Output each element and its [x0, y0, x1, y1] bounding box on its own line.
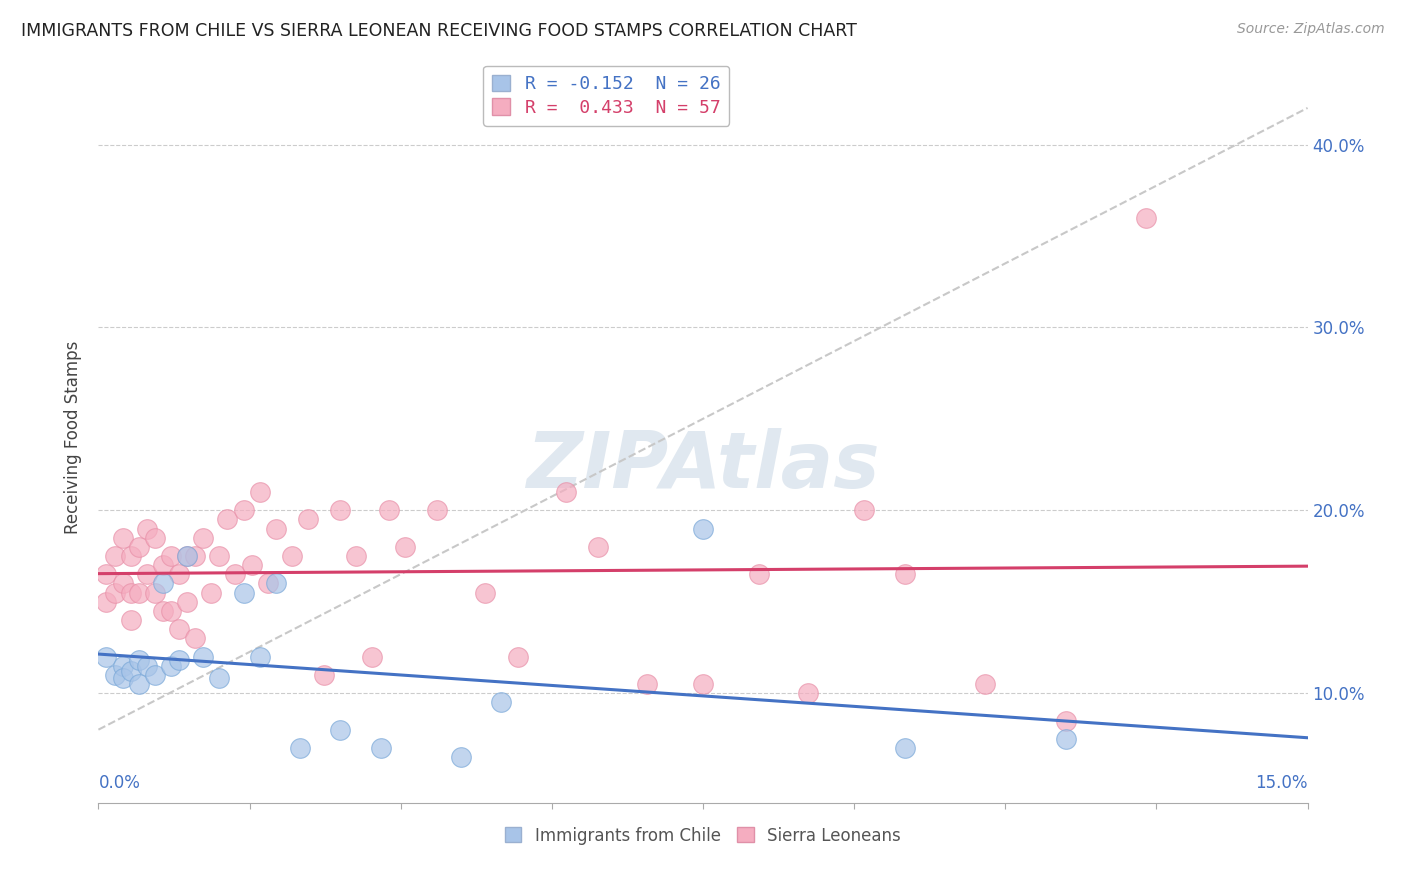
Point [184, 549, 207, 563]
Point [96, 594, 118, 608]
Point [297, 512, 319, 526]
Point [103, 585, 125, 599]
Text: ZIPAtlas: ZIPAtlas [526, 428, 880, 504]
Point [426, 503, 449, 517]
Point [160, 549, 183, 563]
Point [224, 567, 246, 582]
Point [394, 540, 416, 554]
Point [974, 677, 997, 691]
Point [232, 503, 254, 517]
Point [120, 585, 142, 599]
Point [474, 585, 496, 599]
Point [344, 549, 367, 563]
Point [361, 649, 384, 664]
Point [893, 740, 915, 755]
Point [281, 549, 304, 563]
Point [1135, 211, 1157, 225]
Point [506, 649, 529, 664]
Point [193, 531, 215, 545]
Point [377, 503, 399, 517]
Point [256, 576, 278, 591]
Point [120, 613, 142, 627]
Point [160, 658, 183, 673]
Point [748, 567, 770, 582]
Point [491, 695, 513, 709]
Point [143, 667, 166, 681]
Point [128, 677, 150, 691]
Point [249, 485, 271, 500]
Point [128, 653, 150, 667]
Point [893, 567, 915, 582]
Point [152, 604, 174, 618]
Point [264, 576, 287, 591]
Point [176, 549, 198, 563]
Point [111, 672, 134, 686]
Point [853, 503, 876, 517]
Point [249, 649, 271, 664]
Point [692, 677, 714, 691]
Point [135, 521, 157, 535]
Point [176, 549, 198, 563]
Point [1054, 731, 1077, 746]
Y-axis label: Receiving Food Stamps: Receiving Food Stamps [65, 341, 83, 533]
Point [232, 585, 254, 599]
Point [167, 567, 190, 582]
Point [96, 567, 118, 582]
Text: 0.0%: 0.0% [98, 773, 141, 791]
Point [96, 649, 118, 664]
Point [120, 549, 142, 563]
Point [370, 740, 392, 755]
Point [120, 664, 142, 678]
Point [152, 576, 174, 591]
Point [167, 653, 190, 667]
Point [135, 567, 157, 582]
Point [329, 723, 352, 737]
Point [111, 576, 134, 591]
Point [450, 750, 472, 764]
Point [111, 658, 134, 673]
Point [200, 585, 222, 599]
Legend: Immigrants from Chile, Sierra Leoneans: Immigrants from Chile, Sierra Leoneans [496, 818, 910, 853]
Point [288, 740, 311, 755]
Point [193, 649, 215, 664]
Text: 15.0%: 15.0% [1256, 773, 1308, 791]
Point [184, 632, 207, 646]
Point [314, 667, 336, 681]
Point [128, 585, 150, 599]
Point [135, 658, 157, 673]
Point [111, 531, 134, 545]
Point [264, 521, 287, 535]
Text: Source: ZipAtlas.com: Source: ZipAtlas.com [1237, 22, 1385, 37]
Point [586, 540, 609, 554]
Point [329, 503, 352, 517]
Point [208, 549, 231, 563]
Point [692, 521, 714, 535]
Point [240, 558, 263, 573]
Point [797, 686, 820, 700]
Point [1054, 714, 1077, 728]
Point [103, 667, 125, 681]
Point [143, 531, 166, 545]
Point [208, 672, 231, 686]
Point [636, 677, 658, 691]
Point [176, 594, 198, 608]
Point [167, 622, 190, 636]
Point [143, 585, 166, 599]
Text: IMMIGRANTS FROM CHILE VS SIERRA LEONEAN RECEIVING FOOD STAMPS CORRELATION CHART: IMMIGRANTS FROM CHILE VS SIERRA LEONEAN … [21, 22, 858, 40]
Point [160, 604, 183, 618]
Point [555, 485, 578, 500]
Point [128, 540, 150, 554]
Point [103, 549, 125, 563]
Point [152, 558, 174, 573]
Point [217, 512, 239, 526]
